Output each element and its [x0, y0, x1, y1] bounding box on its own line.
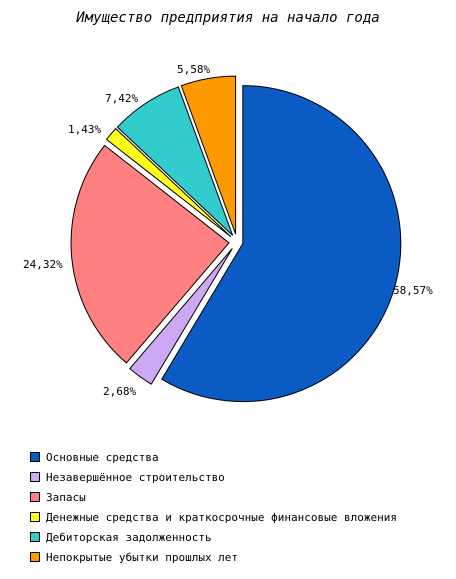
- legend-swatch: [30, 552, 40, 562]
- legend-swatch: [30, 472, 40, 482]
- pie-slice-3: [70, 144, 230, 364]
- slice-data-label: 58,57%: [393, 284, 433, 297]
- legend-label: Дебиторская задолженность: [46, 530, 212, 544]
- chart-title: Имущество предприятия на начало года: [76, 10, 380, 26]
- legend-swatch: [30, 532, 40, 542]
- legend-item: Дебиторская задолженность: [30, 527, 397, 547]
- legend-label: Денежные средства и краткосрочные финанс…: [46, 510, 397, 524]
- legend-swatch: [30, 452, 40, 462]
- pie-slice-1: [161, 85, 402, 403]
- pie-slice-6: [180, 75, 237, 235]
- slice-data-label: 7,42%: [105, 92, 138, 105]
- legend-label: Запасы: [46, 490, 86, 504]
- pie-slice-4: [105, 127, 232, 238]
- slice-data-label: 5,58%: [177, 63, 210, 76]
- chart-legend: Основные средства Незавершённое строитель…: [30, 447, 397, 567]
- legend-label: Непокрытые убытки прошлых лет: [46, 550, 239, 564]
- legend-item: Непокрытые убытки прошлых лет: [30, 547, 397, 567]
- legend-item: Денежные средства и краткосрочные финанс…: [30, 507, 397, 527]
- pie-slice-2: [129, 248, 233, 385]
- legend-item: Запасы: [30, 487, 397, 507]
- legend-item: Основные средства: [30, 447, 397, 467]
- pie-chart: 58,57% 2,68% 24,32% 1,43% 7,42% 5,58%: [23, 63, 433, 403]
- legend-swatch: [30, 512, 40, 522]
- legend-swatch: [30, 492, 40, 502]
- legend-item: Незавершённое строительство: [30, 467, 397, 487]
- slice-data-label: 24,32%: [23, 258, 63, 271]
- legend-label: Основные средства: [46, 450, 159, 464]
- pie-slice-5: [116, 86, 234, 236]
- slice-data-label: 2,68%: [103, 385, 136, 398]
- slice-data-label: 1,43%: [68, 123, 101, 136]
- legend-label: Незавершённое строительство: [46, 470, 225, 484]
